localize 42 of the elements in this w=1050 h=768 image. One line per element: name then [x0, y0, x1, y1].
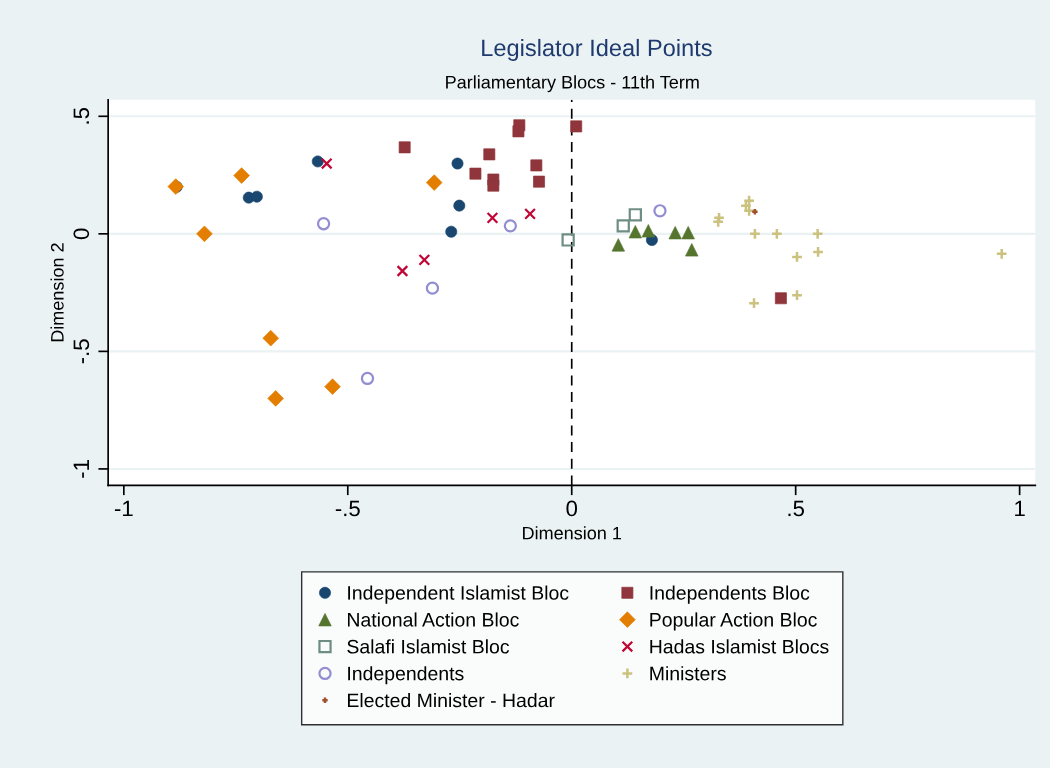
x-tick-label: -1	[114, 500, 133, 517]
x-tick-label: 0	[566, 500, 578, 517]
legend-label: Elected Minister - Hadar	[347, 693, 555, 708]
x-tick-label: 1	[1015, 500, 1025, 517]
point	[748, 227, 762, 240]
point	[561, 233, 575, 247]
legend-label: Ministers	[650, 666, 726, 681]
point	[747, 297, 761, 310]
point	[628, 208, 642, 222]
chart-subtitle: Parliamentary Blocs - 11th Term	[446, 75, 699, 93]
point	[396, 265, 409, 277]
point	[320, 157, 333, 170]
chart-title: Legislator Ideal Points	[482, 38, 712, 61]
point	[503, 219, 518, 233]
point	[811, 245, 825, 259]
legend-label: Independent Islamist Bloc	[348, 585, 569, 604]
legend-label: Popular Action Bloc	[650, 612, 817, 631]
point	[790, 289, 804, 302]
legend-label: National Action Bloc	[347, 612, 519, 627]
point	[653, 204, 667, 218]
legend-label: Independents Bloc	[650, 585, 810, 604]
legend-label: Independents	[348, 666, 464, 685]
point	[486, 211, 499, 224]
legend-label: Salafi Islamist Bloc	[347, 639, 510, 654]
point	[533, 175, 545, 188]
point	[418, 253, 431, 266]
point	[616, 219, 630, 233]
x-axis-title: Dimension 1	[523, 526, 622, 540]
point	[524, 207, 537, 220]
y-axis-title: Dimension 2	[50, 243, 64, 342]
y-tick-label: -.5	[73, 339, 90, 364]
legend-label: Hadas Islamist Blocs	[650, 639, 829, 654]
point	[425, 281, 440, 295]
y-tick-label: 0	[73, 228, 90, 240]
y-tick-label: .5	[73, 107, 90, 124]
point	[360, 371, 375, 386]
point	[316, 217, 331, 231]
point	[196, 225, 213, 243]
x-tick-label: -.5	[335, 500, 360, 517]
y-tick-label: -1	[73, 460, 89, 478]
x-tick-label: .5	[788, 500, 805, 517]
point	[790, 250, 804, 263]
